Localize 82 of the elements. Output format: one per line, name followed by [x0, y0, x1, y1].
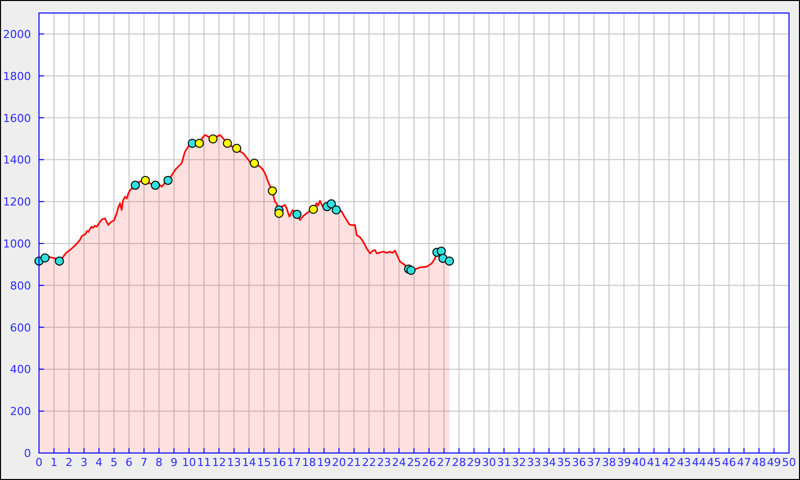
x-tick-label: 27 — [437, 456, 451, 469]
y-tick-label: 800 — [10, 279, 31, 292]
y-tick-label: 1800 — [3, 70, 31, 83]
point — [54, 256, 64, 266]
x-tick-label: 19 — [317, 456, 331, 469]
x-tick-label: 23 — [377, 456, 391, 469]
x-tick-label: 41 — [647, 456, 661, 469]
y-tick-label: 2000 — [3, 28, 31, 41]
x-tick-label: 29 — [467, 456, 481, 469]
point — [163, 176, 173, 185]
x-tick-label: 0 — [36, 456, 42, 469]
x-tick-label: 47 — [737, 456, 751, 469]
x-tick-label: 3 — [80, 456, 88, 469]
point — [140, 176, 150, 185]
x-tick-label: 38 — [602, 456, 616, 469]
x-tick-label: 31 — [497, 456, 511, 469]
point — [232, 144, 242, 153]
x-tick-label: 2 — [66, 456, 72, 469]
point — [274, 208, 284, 218]
x-tick-label: 5 — [110, 456, 118, 469]
x-tick-label: 11 — [197, 456, 211, 469]
y-tick-label: 1600 — [3, 112, 31, 125]
y-tick-label: 600 — [10, 321, 31, 334]
x-tick-label: 9 — [170, 456, 178, 469]
x-tick-label: 34 — [542, 456, 556, 469]
x-tick-label: 46 — [722, 456, 736, 469]
x-tick-label: 1 — [50, 456, 58, 469]
x-tick-label: 21 — [347, 456, 361, 469]
x-tick-label: 40 — [632, 456, 646, 469]
x-tick-label: 28 — [452, 456, 466, 469]
x-tick-label: 33 — [527, 456, 541, 469]
x-tick-label: 8 — [156, 456, 162, 469]
y-tick-label: 200 — [10, 405, 31, 418]
x-tick-label: 10 — [182, 456, 196, 469]
point — [292, 210, 302, 219]
point — [222, 138, 232, 148]
point — [40, 253, 50, 262]
x-tick-label: 18 — [302, 456, 316, 469]
x-tick-label: 24 — [392, 456, 406, 469]
point — [444, 256, 454, 266]
point — [308, 204, 318, 214]
y-tick-label: 400 — [10, 363, 31, 376]
y-tick-label: 0 — [24, 447, 31, 460]
point — [208, 134, 218, 144]
point — [406, 266, 416, 275]
x-tick-label: 50 — [782, 456, 796, 469]
x-tick-label: 36 — [572, 456, 586, 469]
x-tick-label: 4 — [96, 456, 102, 469]
point — [250, 158, 259, 168]
x-tick-label: 17 — [287, 456, 301, 469]
x-tick-label: 26 — [422, 456, 436, 469]
x-tick-label: 6 — [126, 456, 132, 469]
x-tick-label: 22 — [362, 456, 376, 469]
point — [150, 180, 160, 190]
x-tick-label: 32 — [512, 456, 526, 469]
x-tick-label: 14 — [242, 456, 256, 469]
x-tick-label: 20 — [332, 456, 346, 469]
x-tick-label: 35 — [557, 456, 571, 469]
x-tick-label: 45 — [707, 456, 721, 469]
y-tick-label: 1400 — [3, 154, 31, 167]
point — [130, 180, 140, 190]
x-tick-label: 16 — [272, 456, 286, 469]
x-tick-label: 25 — [407, 456, 421, 469]
point — [436, 246, 446, 256]
point — [332, 205, 341, 215]
point — [194, 138, 204, 148]
point — [326, 199, 336, 208]
x-tick-label: 48 — [752, 456, 766, 469]
x-tick-label: 42 — [662, 456, 676, 469]
x-tick-label: 37 — [587, 456, 601, 469]
x-tick-label: 39 — [617, 456, 631, 469]
x-tick-label: 15 — [257, 456, 271, 469]
point — [268, 186, 277, 196]
x-tick-label: 12 — [212, 456, 226, 469]
x-tick-label: 43 — [677, 456, 691, 469]
y-tick-label: 1000 — [3, 237, 31, 250]
x-tick-label: 30 — [482, 456, 496, 469]
x-tick-label: 7 — [140, 456, 148, 469]
y-tick-label: 1200 — [3, 196, 31, 209]
x-tick-label: 13 — [227, 456, 241, 469]
x-tick-label: 49 — [767, 456, 781, 469]
x-tick-label: 44 — [692, 456, 706, 469]
